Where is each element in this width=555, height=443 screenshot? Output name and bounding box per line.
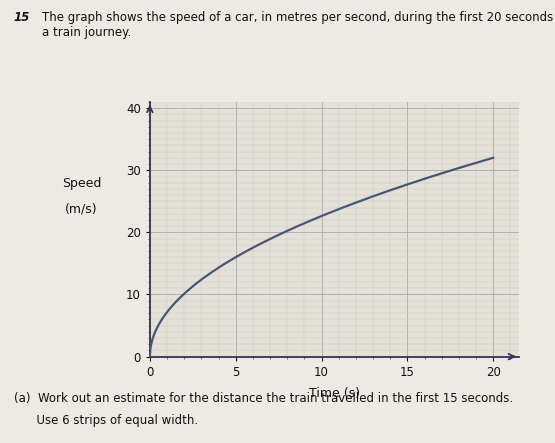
Text: (a)  Work out an estimate for the distance the train travelled in the first 15 s: (a) Work out an estimate for the distanc… xyxy=(14,392,513,405)
Text: The graph shows the speed of a car, in metres per second, during the first 20 se: The graph shows the speed of a car, in m… xyxy=(42,11,555,39)
Text: Speed: Speed xyxy=(62,177,101,190)
Text: Use 6 strips of equal width.: Use 6 strips of equal width. xyxy=(14,414,198,427)
X-axis label: Time (s): Time (s) xyxy=(309,387,360,400)
Text: (m/s): (m/s) xyxy=(65,202,98,215)
Text: 15: 15 xyxy=(14,11,30,24)
